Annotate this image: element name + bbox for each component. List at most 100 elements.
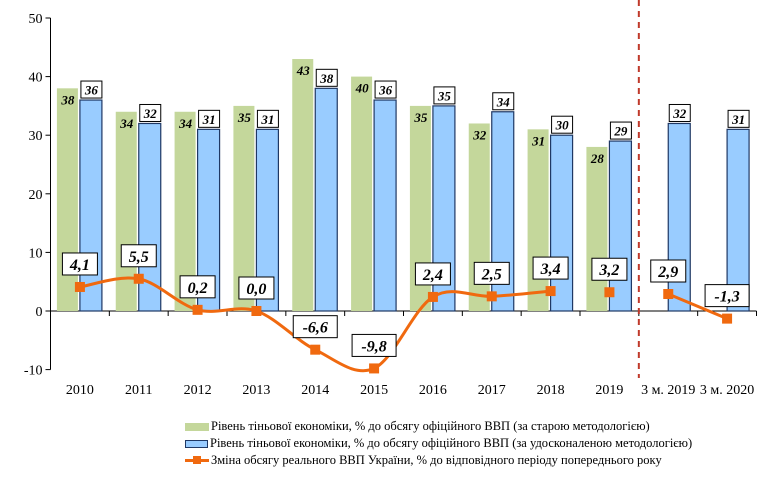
x-tick-label: 2018 [537,383,565,398]
legend-item-gdp: Зміна обсягу реального ВВП України, % до… [185,452,692,469]
bar-label-new: 31 [198,109,221,128]
bar-label-text: 34 [496,94,511,109]
bar-old-methodology [527,129,549,311]
x-tick-label: 3 м. 2020 [700,383,754,398]
bar-label-new: 35 [433,86,456,105]
bar-old-methodology [409,105,431,312]
bar-label-box [492,92,515,111]
legend-item-new: Рівень тіньової економіки, % до обсягу о… [185,435,692,452]
bar-old-methodology [292,59,314,311]
x-tick-label: 2013 [242,383,270,398]
gdp-label-text: 4,1 [69,257,90,274]
y-tick-label: 0 [36,305,43,320]
gdp-point [369,363,380,374]
y-tick-label: -10 [24,364,43,379]
gdp-point [74,281,85,292]
bar-new-methodology [432,105,456,312]
x-tick-label: 2015 [360,383,388,398]
gdp-label: -1,3 [704,284,750,308]
gdp-label-box [414,262,451,286]
bar-label-text: 31 [731,112,745,127]
y-tick-label: 40 [29,71,43,86]
bar-label-old: 28 [590,151,605,166]
bar-label-old: 32 [472,127,487,142]
y-tick-label: 20 [29,188,43,203]
gdp-label: 3,2 [591,257,628,281]
bar-label-text: 29 [613,124,628,139]
bar-label-box [727,109,750,128]
gdp-point [722,313,733,324]
gdp-label-box [650,259,687,283]
gdp-label: 0,0 [238,276,275,300]
bar-label-box [80,80,103,99]
legend-swatch-green [185,422,209,431]
bar-label-text: 36 [84,83,99,98]
gdp-label: 2,4 [414,262,451,286]
gdp-label: 5,5 [120,244,157,268]
bar-old-methodology [233,105,255,312]
bar-new-methodology [549,134,574,312]
gdp-label-box [351,333,397,357]
gdp-label-box [473,261,510,285]
bar-label-text: 31 [260,112,274,127]
legend-swatch-orange [185,456,209,464]
bar-old-methodology [174,111,196,311]
gdp-label: 3,4 [532,256,569,280]
bar-label-new: 31 [727,109,750,128]
gdp-point [486,291,497,302]
gdp-label-text: 0,2 [188,280,208,297]
gdp-label-box [179,275,216,299]
legend: Рівень тіньової економіки, % до обсягу о… [185,418,692,469]
gdp-point [133,273,144,284]
bar-label-box [198,109,221,128]
gdp-line [667,292,728,321]
gdp-label: -9,8 [351,333,397,357]
bar-label-old: 31 [531,133,545,148]
bar-new-methodology [314,87,338,312]
gdp-label-text: -6,6 [303,320,328,337]
gdp-label: 4,1 [61,252,98,276]
bar-label-text: 30 [555,118,570,133]
gdp-point [545,286,556,297]
bar-new-methodology [79,99,103,312]
bar-label-box [433,86,456,105]
x-tick-label: 2017 [478,383,506,398]
gdp-point [251,306,262,316]
gdp-label-box [292,315,338,339]
bar-label-new: 29 [609,121,632,140]
gdp-label: -6,6 [292,315,338,339]
bar-label-text: 36 [378,83,393,98]
legend-label: Зміна обсягу реального ВВП України, % до… [211,453,662,467]
legend-swatch-blue [185,439,208,448]
gdp-label-box [591,257,628,281]
bar-label-new: 36 [80,80,103,99]
bar-label-old: 34 [119,116,134,131]
gdp-label-text: 5,5 [129,249,149,266]
bar-label-text: 32 [143,106,158,121]
bar-label-new: 36 [374,80,397,99]
bar-label-box [374,80,397,99]
gdp-label-box [61,252,98,276]
bar-label-old: 35 [413,110,428,125]
bar-new-methodology [373,99,397,312]
x-tick-label: 2011 [125,383,152,398]
bar-label-new: 30 [551,115,574,134]
bar-old-methodology [586,146,608,311]
chart: -10 0 10 20 30 40 50 2010 2011 2012 2013 2014 2015 20… [24,0,757,398]
y-tick-label: 30 [29,129,43,144]
legend-label: Рівень тіньової економіки, % до обсягу о… [211,419,650,433]
bar-label-new: 34 [492,92,515,111]
gdp-label-box [532,256,569,280]
legend-item-old: Рівень тіньової економіки, % до обсягу о… [185,418,692,435]
x-tick-label: 3 м. 2019 [641,383,695,398]
x-tick-label: 2016 [419,383,447,398]
bar-new-methodology [255,128,280,312]
gdp-label-text: 2,4 [422,267,443,284]
bar-label-text: 32 [672,106,687,121]
gdp-label-text: 2,9 [657,264,678,281]
bar-label-text: 35 [437,88,452,103]
bar-label-box [315,68,338,87]
gdp-point [192,304,203,315]
gdp-label: 2,9 [650,259,687,283]
bar-new-methodology [726,128,750,312]
